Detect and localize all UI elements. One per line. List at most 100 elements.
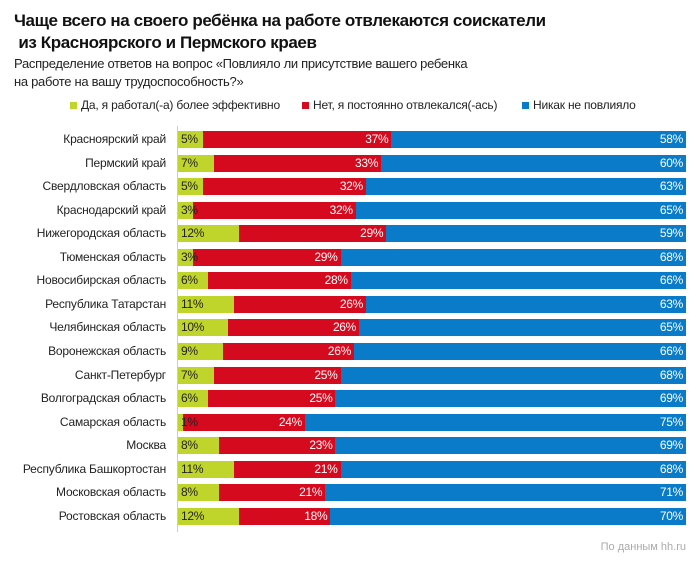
legend-label: Никак не повлияло bbox=[533, 98, 636, 112]
bar-segment-yes: 8% bbox=[178, 484, 219, 502]
bar-segment-neutral: 58% bbox=[391, 131, 686, 148]
bar-segment-no: 23% bbox=[218, 437, 336, 455]
axis-line bbox=[177, 126, 178, 532]
category-label: Нижегородская область bbox=[36, 226, 166, 241]
bar-segment-neutral: 69% bbox=[335, 390, 686, 408]
bar-row: Краснодарский край 3% 32% 65% bbox=[0, 201, 700, 219]
chart-subtitle: Распределение ответов на вопрос «Повлиял… bbox=[14, 55, 574, 91]
bar-segment-neutral: 66% bbox=[350, 272, 686, 290]
bar-segment-yes: 1% bbox=[178, 413, 198, 431]
category-label: Краснодарский край bbox=[56, 202, 167, 217]
bar-segment-no: 37% bbox=[203, 131, 392, 148]
bar-segment-neutral: 63% bbox=[365, 295, 686, 313]
bar-row: Москва 8% 23% 69% bbox=[0, 437, 700, 455]
bar-segment-no: 21% bbox=[218, 484, 326, 502]
bar-segment-neutral: 63% bbox=[365, 178, 686, 196]
bar-row: Красноярский край 5% 37% 58% bbox=[0, 131, 700, 148]
bar-segment-neutral: 75% bbox=[305, 413, 686, 431]
bar-row: Самарская область 1%24%75% bbox=[0, 413, 700, 431]
category-label: Новосибирская область bbox=[36, 273, 167, 288]
subtitle-line-1: Распределение ответов на вопрос «Повлиял… bbox=[14, 56, 468, 71]
source-note: По данным hh.ru bbox=[600, 541, 686, 553]
bar-segment-no: 29% bbox=[193, 248, 341, 266]
subtitle-line-2: на работе на вашу трудоспособность?» bbox=[14, 74, 244, 89]
category-label: Московская область bbox=[56, 485, 166, 500]
bar-row: Республика Татарстан 11% 26% 63% bbox=[0, 295, 700, 313]
bar-segment-no: 18% bbox=[238, 507, 331, 525]
bar-segment-yes: 5% bbox=[178, 131, 204, 148]
bar-segment-yes: 8% bbox=[178, 437, 219, 455]
legend-swatch bbox=[70, 101, 77, 109]
legend-swatch bbox=[522, 101, 529, 109]
bar-row: Челябинская область 10% 26% 65% bbox=[0, 319, 700, 337]
bar-row: Московская область 8% 21% 71% bbox=[0, 484, 700, 502]
bar-segment-neutral: 68% bbox=[340, 248, 686, 266]
bar-segment-neutral: 65% bbox=[355, 201, 686, 219]
bar-segment-yes: 7% bbox=[178, 366, 214, 384]
legend-item-yes: Да, я работал(-а) более эффективно bbox=[70, 98, 280, 112]
bar-row: Пермский край 7% 33% 60% bbox=[0, 154, 700, 172]
category-label: Республика Башкортостан bbox=[22, 461, 166, 476]
bar-row: Новосибирская область 6% 28% 66% bbox=[0, 272, 700, 290]
bar-segment-no: 24% bbox=[183, 413, 305, 431]
bar-segment-yes: 10% bbox=[178, 319, 229, 337]
bar-segment-yes: 7% bbox=[178, 154, 214, 172]
bar-row: Воронежская область 9% 26% 66% bbox=[0, 342, 700, 360]
category-label: Красноярский край bbox=[63, 132, 166, 146]
bar-segment-no: 29% bbox=[238, 225, 387, 243]
category-label: Волгоградская область bbox=[40, 391, 166, 406]
bar-segment-yes: 12% bbox=[178, 507, 239, 525]
category-label: Санкт-Петербург bbox=[74, 367, 166, 382]
bar-segment-neutral: 59% bbox=[386, 225, 686, 243]
bar-segment-no: 26% bbox=[233, 295, 366, 313]
category-label: Тюменская область bbox=[59, 249, 166, 264]
bar-segment-no: 28% bbox=[208, 272, 351, 290]
bar-segment-neutral: 68% bbox=[340, 460, 686, 478]
chart-title: Чаще всего на своего ребёнка на работе о… bbox=[14, 11, 546, 52]
bar-segment-yes: 11% bbox=[178, 295, 234, 313]
bar-row: Тюменская область 3% 29% 68% bbox=[0, 248, 700, 266]
legend-item-no: Нет, я постоянно отвлекался(-ась) bbox=[302, 98, 497, 112]
legend-label: Да, я работал(-а) более эффективно bbox=[81, 98, 280, 112]
bar-segment-yes: 5% bbox=[178, 178, 204, 196]
bar-segment-no: 26% bbox=[228, 319, 360, 337]
bar-segment-neutral: 69% bbox=[335, 437, 686, 455]
bar-segment-yes: 9% bbox=[178, 342, 224, 360]
bar-segment-yes: 3% bbox=[178, 201, 198, 219]
bar-row: Нижегородская область 12% 29% 59% bbox=[0, 225, 700, 243]
bar-segment-no: 33% bbox=[213, 154, 382, 172]
legend-label: Нет, я постоянно отвлекался(-ась) bbox=[313, 98, 498, 112]
bar-row: Ростовская область 12% 18% 70% bbox=[0, 507, 700, 525]
bar-segment-neutral: 68% bbox=[340, 366, 686, 384]
category-label: Воронежская область bbox=[48, 343, 166, 358]
bar-row: Республика Башкортостан 11% 21% 68% bbox=[0, 460, 700, 478]
bar-segment-neutral: 65% bbox=[359, 319, 686, 337]
bar-segment-neutral: 60% bbox=[381, 154, 686, 172]
category-label: Самарская область bbox=[59, 414, 166, 429]
bar-segment-no: 26% bbox=[223, 342, 355, 360]
legend-item-neutral: Никак не повлияло bbox=[522, 98, 636, 112]
bar-segment-no: 32% bbox=[193, 201, 356, 219]
bar-segment-neutral: 70% bbox=[330, 507, 686, 525]
bar-row: Волгоградская область 6% 25% 69% bbox=[0, 390, 700, 408]
bar-segment-no: 32% bbox=[203, 178, 366, 196]
legend-swatch bbox=[302, 101, 309, 109]
category-label: Челябинская область bbox=[49, 320, 166, 335]
bar-segment-yes: 3% bbox=[178, 248, 198, 266]
bar-segment-neutral: 71% bbox=[325, 484, 686, 502]
bar-row: Свердловская область 5% 32% 63% bbox=[0, 178, 700, 196]
bar-segment-no: 25% bbox=[208, 390, 336, 408]
bar-segment-yes: 6% bbox=[178, 390, 209, 408]
bar-segment-yes: 11% bbox=[178, 460, 234, 478]
category-label: Ростовская область bbox=[58, 508, 166, 523]
bar-segment-yes: 12% bbox=[178, 225, 239, 243]
category-label: Москва bbox=[126, 438, 166, 453]
category-label: Свердловская область bbox=[42, 179, 167, 194]
bar-segment-no: 21% bbox=[233, 460, 341, 478]
bar-row: Санкт-Петербург 7% 25% 68% bbox=[0, 366, 700, 384]
category-label: Пермский край bbox=[85, 155, 166, 170]
bar-segment-no: 25% bbox=[213, 366, 341, 384]
bar-segment-neutral: 66% bbox=[354, 342, 686, 360]
bar-segment-yes: 6% bbox=[178, 272, 209, 290]
